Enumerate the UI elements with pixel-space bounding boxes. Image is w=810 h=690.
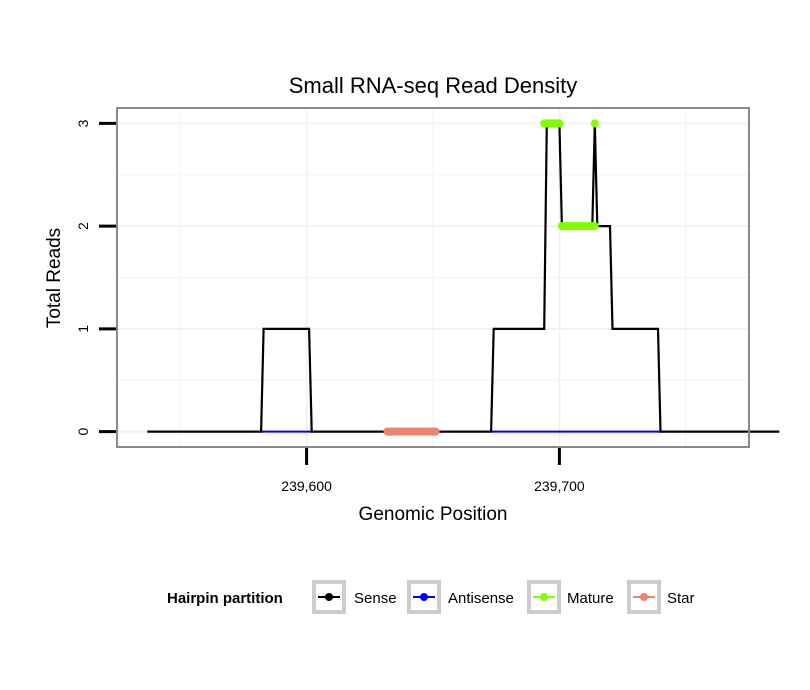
legend-point-sense: [325, 593, 333, 601]
legend-label-star: Star: [667, 590, 695, 607]
chart-title: Small RNA-seq Read Density: [289, 73, 578, 98]
legend-item-antisense: Antisense: [407, 580, 514, 614]
series-point-mature: [590, 119, 599, 128]
legend-item-star: Star: [627, 580, 695, 614]
legend-title: Hairpin partition: [167, 590, 283, 607]
y-axis: 0 1 2 3: [75, 119, 116, 435]
x-tick-label: 239,700: [534, 478, 585, 494]
y-tick-label: 1: [75, 325, 91, 333]
y-tick-label: 0: [75, 427, 91, 435]
x-axis-title: Genomic Position: [359, 504, 508, 525]
x-axis: 239,600 239,700: [281, 448, 585, 494]
legend-point-star: [640, 593, 648, 601]
legend-item-sense: Sense: [312, 580, 397, 614]
legend-label-sense: Sense: [354, 590, 397, 607]
legend-label-antisense: Antisense: [448, 590, 514, 607]
plot-border: [116, 107, 750, 448]
legend: Hairpin partition Sense Antisense Mature…: [167, 580, 695, 614]
y-axis-title: Total Reads: [44, 228, 65, 328]
legend-point-mature: [540, 593, 548, 601]
x-tick-label: 239,600: [281, 478, 332, 494]
legend-item-mature: Mature: [527, 580, 614, 614]
series-mature: [540, 119, 599, 231]
legend-label-mature: Mature: [567, 590, 614, 607]
series-layer: [147, 119, 780, 436]
y-tick-label: 3: [75, 119, 91, 127]
legend-point-antisense: [420, 593, 428, 601]
y-tick-label: 2: [75, 222, 91, 230]
